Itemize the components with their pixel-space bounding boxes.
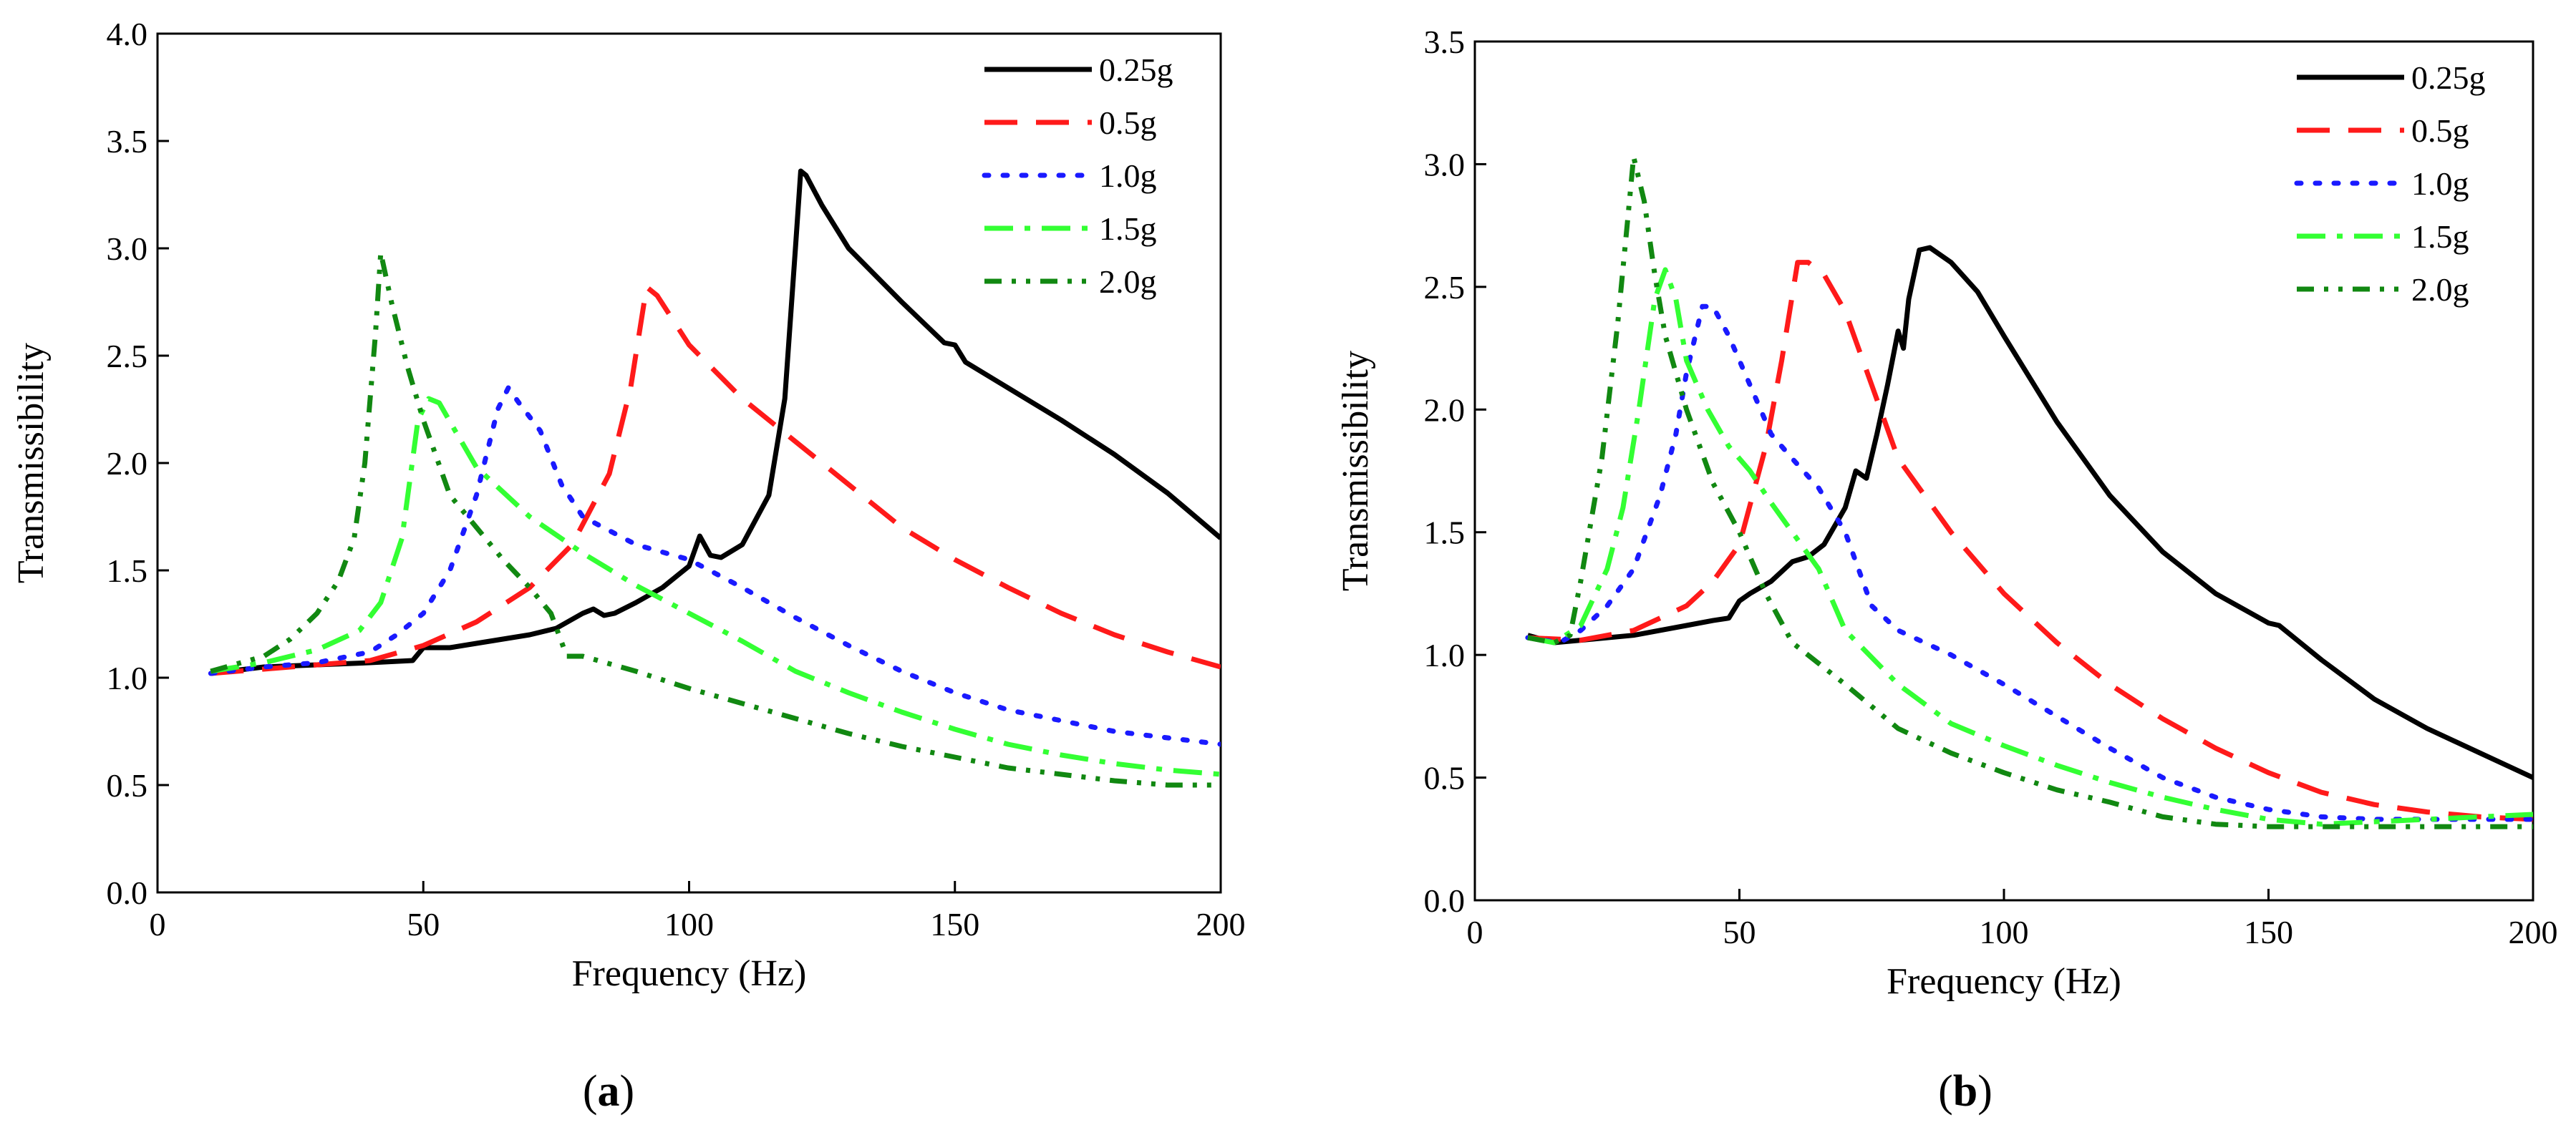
plot-frame [156,32,1222,894]
y-tick-label: 2.0 [107,445,148,482]
series-line-0.25g [1526,245,2533,780]
y-tick-label: 0.0 [1424,882,1466,919]
legend-label-1.5g: 1.5g [2411,218,2469,255]
y-axis-label: Transmissibility [1335,351,1376,591]
x-tick-label: 200 [1196,906,1246,943]
legend-label-1.0g: 1.0g [1099,157,1157,194]
y-tick-label: 3.0 [1424,146,1466,182]
x-tick-label: 50 [1723,914,1756,950]
y-tick-label: 0.5 [107,767,148,804]
series-line-1.5g [210,396,1221,777]
legend-label-0.25g: 0.25g [2411,59,2486,96]
series-line-1.0g [208,385,1221,747]
y-tick-label: 1.5 [1424,515,1466,551]
y-tick-label: 3.5 [107,123,148,160]
series-line-1.0g [1525,303,2533,822]
legend-label-1.5g: 1.5g [1099,210,1157,247]
x-tick-label: 150 [930,906,979,943]
legend-label-2.0g: 2.0g [2411,271,2469,308]
y-tick-label: 3.5 [1424,24,1466,60]
y-tick-label: 1.0 [1424,637,1466,673]
legend-label-0.25g: 0.25g [1099,52,1173,88]
y-tick-label: 0.0 [107,875,148,911]
legend-label-0.5g: 0.5g [1099,104,1157,141]
y-tick-label: 4.0 [107,16,148,52]
series-line-0.5g [210,284,1221,676]
x-axis-label: Frequency (Hz) [1887,961,2121,1002]
y-tick-label: 1.0 [107,660,148,696]
y-tick-label: 2.5 [107,338,148,374]
legend-label-1.0g: 1.0g [2411,165,2469,202]
y-tick-label: 1.5 [107,552,148,589]
x-tick-label: 200 [2509,914,2558,950]
y-tick-label: 3.0 [107,230,148,267]
series-line-1.5g [1527,267,2533,827]
series-line-0.5g [1527,260,2533,822]
y-axis-label: Transmissibility [11,343,52,583]
legend-label-2.0g: 2.0g [1099,263,1157,300]
x-tick-label: 50 [407,906,440,943]
panel-a-chart: 0 50 100 150 200 0.0 0.5 1.0 1.5 2.0 2.5 3.0 3.5 4.0 F… [11,16,1246,1116]
legend-label-0.5g: 0.5g [2411,112,2469,149]
series-line-0.25g [210,168,1221,676]
x-tick-label: 150 [2244,914,2293,950]
y-tick-label: 0.5 [1424,760,1466,797]
panel-b-chart: 0 50 100 150 200 0.0 0.5 1.0 1.5 2.0 2.5 3.0 3.5 Freq… [1335,24,2558,1116]
y-tick-label: 2.0 [1424,391,1466,428]
panel-caption: (b) [1938,1067,1992,1116]
series-line-2.0g [210,250,1221,788]
y-tick-label: 2.5 [1424,269,1466,306]
panel-caption: (a) [583,1067,634,1116]
series-line-2.0g [1527,154,2533,829]
x-tick-label: 0 [1467,914,1483,950]
x-axis-label: Frequency (Hz) [572,953,807,994]
x-tick-label: 0 [150,906,166,943]
x-tick-label: 100 [664,906,714,943]
x-tick-label: 100 [1980,914,2029,950]
